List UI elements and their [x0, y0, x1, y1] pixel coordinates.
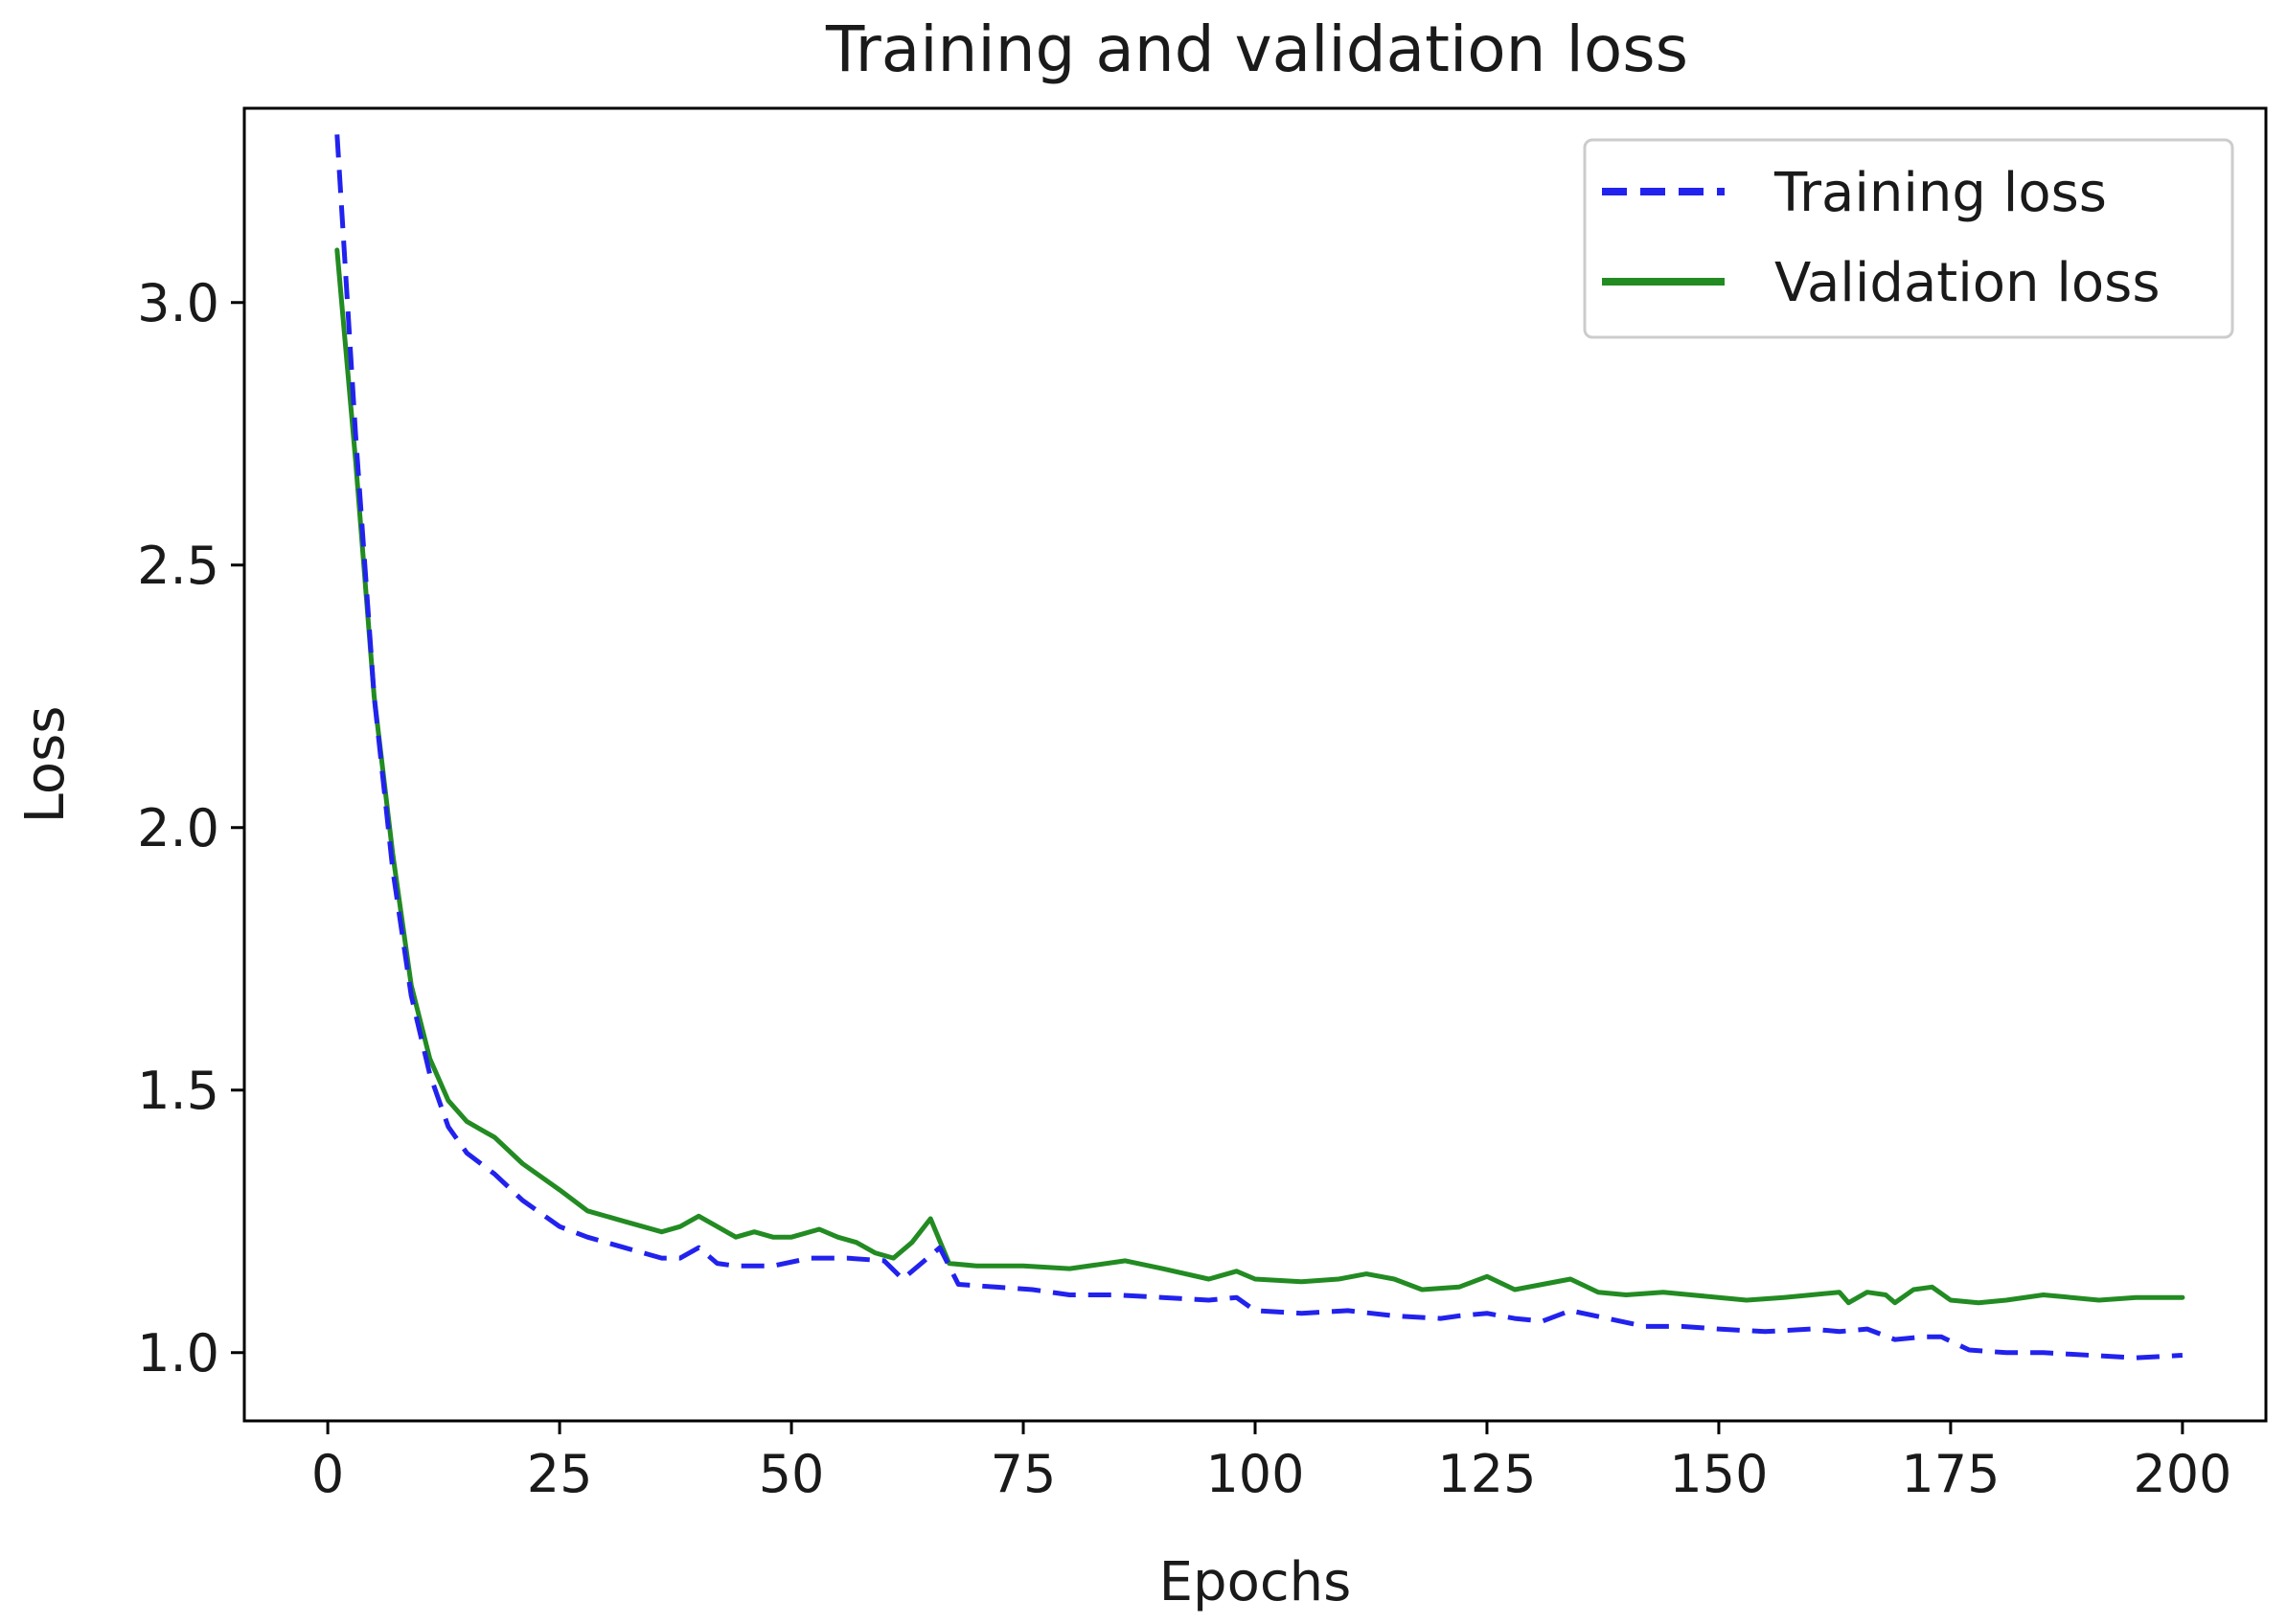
- plot-frame: [242, 106, 2268, 1423]
- y-tick-label: 3.0: [137, 273, 219, 333]
- legend-label-validation: Validation loss: [1774, 252, 2161, 314]
- y-tick-label: 1.5: [137, 1061, 219, 1121]
- x-tick-label: 200: [2133, 1444, 2231, 1504]
- x-tick-label: 100: [1205, 1444, 1304, 1504]
- y-axis-label: Loss: [14, 706, 77, 824]
- y-tick-label: 2.5: [137, 536, 219, 596]
- x-tick-label: 25: [527, 1444, 593, 1504]
- x-tick-label: 75: [991, 1444, 1057, 1504]
- y-tick-label: 2.0: [137, 798, 219, 858]
- y-tick-label: 1.0: [137, 1323, 219, 1384]
- legend: Training loss Validation loss: [1583, 138, 2234, 339]
- series-line-training-loss: [334, 134, 2184, 1361]
- x-tick-label: 175: [1901, 1444, 2000, 1504]
- x-tick-label: 50: [759, 1444, 825, 1504]
- chart-title: Training and validation loss: [825, 12, 1688, 86]
- legend-frame: [1583, 138, 2234, 339]
- x-tick-label: 150: [1669, 1444, 1768, 1504]
- x-axis-label: Epochs: [1159, 1551, 1352, 1613]
- series-line-validation-loss: [334, 247, 2185, 1306]
- x-tick-label: 0: [311, 1444, 344, 1504]
- x-tick-label: 125: [1437, 1444, 1536, 1504]
- legend-label-training: Training loss: [1773, 162, 2107, 224]
